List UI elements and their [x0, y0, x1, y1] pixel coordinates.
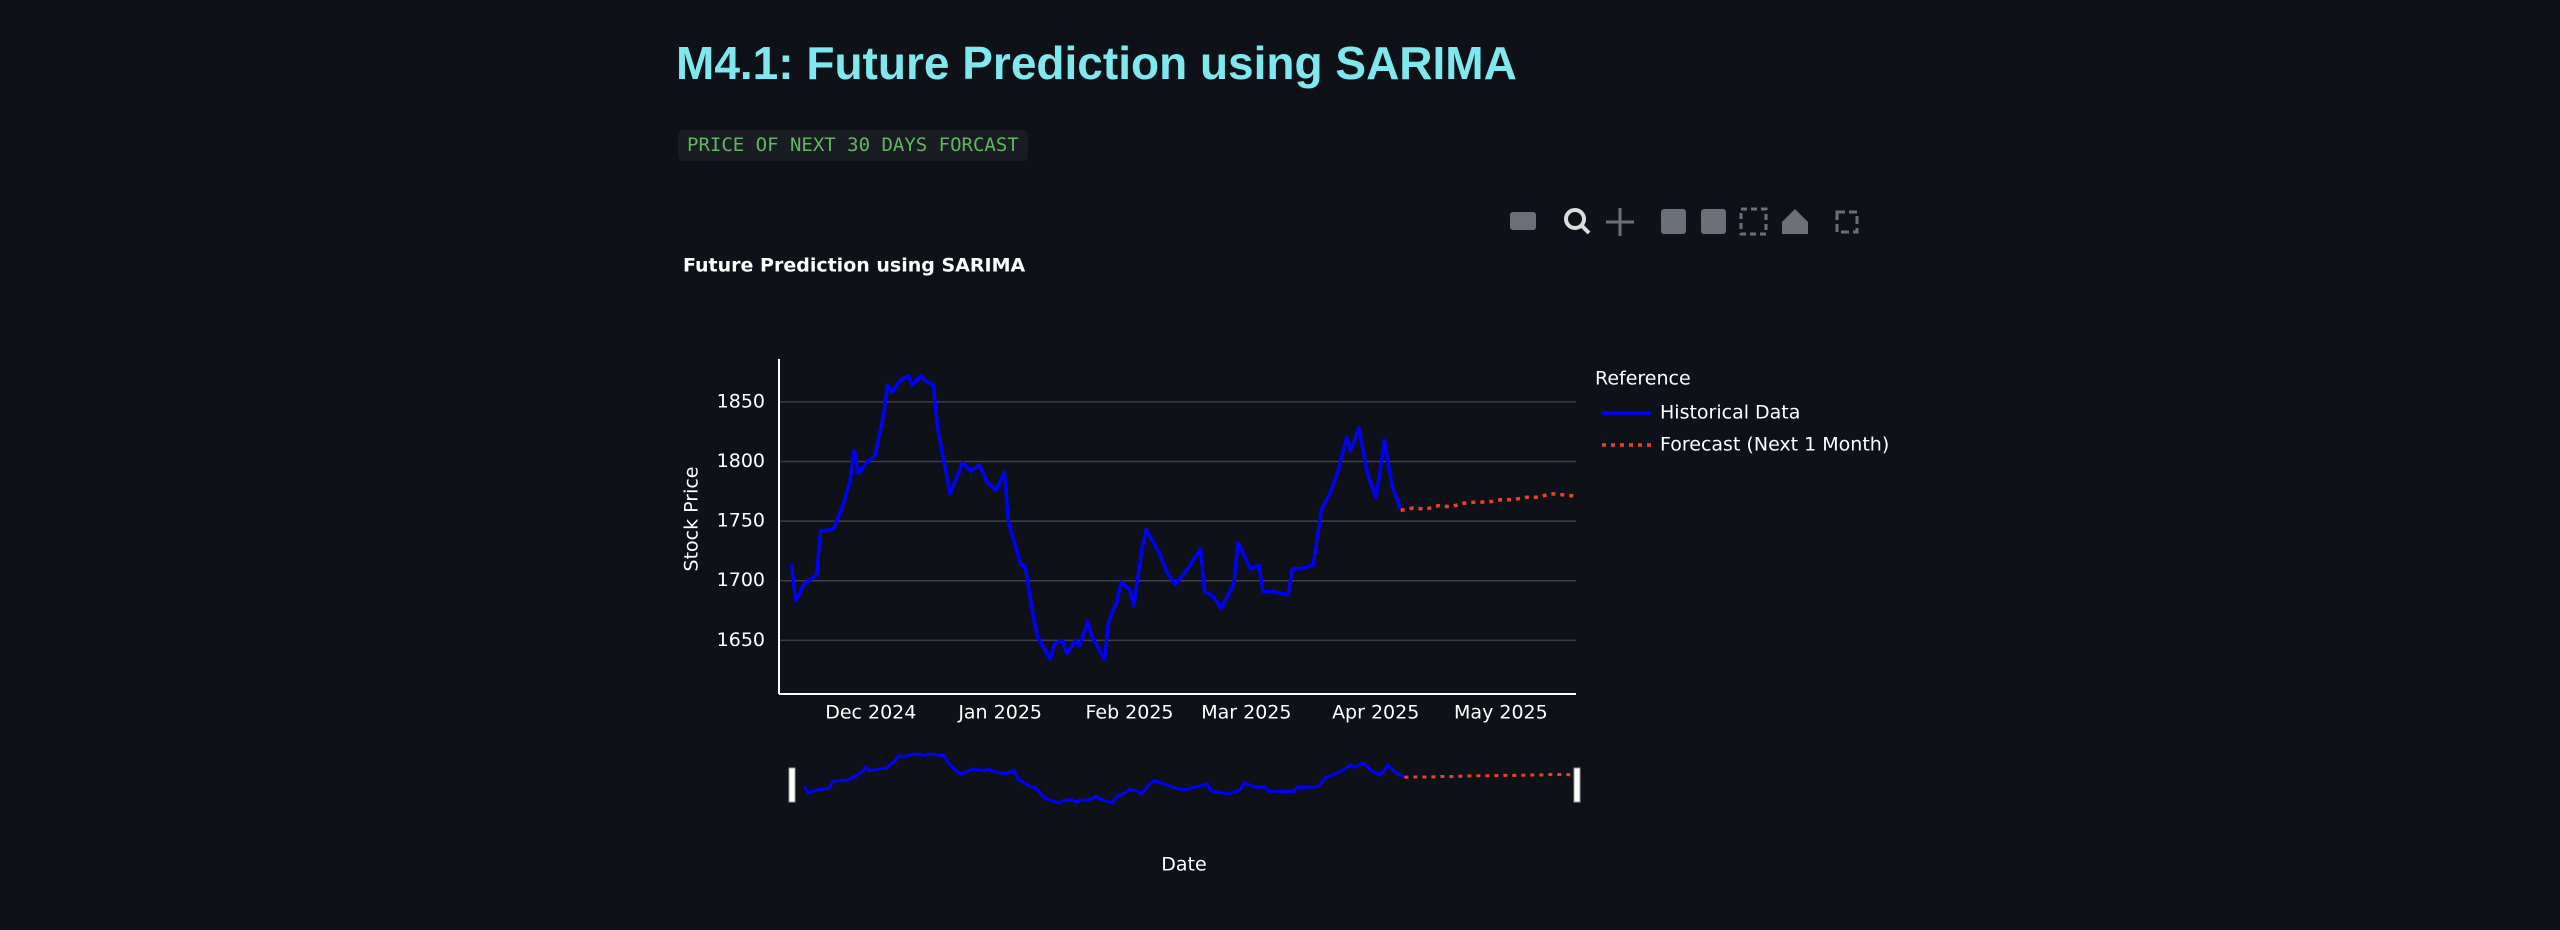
- legend-label: Historical Data: [1660, 402, 1800, 424]
- y-tick-label: 1700: [717, 569, 765, 591]
- legend-label: Forecast (Next 1 Month): [1660, 434, 1889, 456]
- zoom-button[interactable]: [1564, 208, 1586, 230]
- y-tick-label: 1750: [717, 510, 765, 532]
- rangeslider-handle[interactable]: [1573, 767, 1581, 803]
- x-tick-label: Feb 2025: [1085, 702, 1173, 724]
- toolbar: [1510, 207, 1859, 236]
- pan-button[interactable]: [1606, 208, 1634, 236]
- x-tick-label: May 2025: [1454, 702, 1548, 724]
- y-tick-label: 1850: [717, 390, 765, 412]
- fullscreen-button[interactable]: [1835, 210, 1859, 234]
- y-tick-label: 1800: [717, 450, 765, 472]
- y-tick-label: 1650: [717, 629, 765, 651]
- x-tick-label: Apr 2025: [1332, 702, 1419, 724]
- series-line: [789, 373, 1403, 662]
- series-line: [1400, 491, 1577, 513]
- y-axis-label: Stock Price: [681, 467, 703, 572]
- rangeslider-handle[interactable]: [788, 767, 796, 803]
- zoom-handle: [1580, 224, 1591, 235]
- rangeslider-line: [1404, 772, 1578, 779]
- chart-title: Future Prediction using SARIMA: [683, 255, 1025, 277]
- legend-title: Reference: [1595, 368, 1691, 390]
- autoscale-button[interactable]: [1739, 207, 1768, 236]
- zoom-out-button[interactable]: [1701, 209, 1726, 234]
- page-title: M4.1: Future Prediction using SARIMA: [676, 37, 1517, 89]
- x-tick-label: Dec 2024: [825, 702, 916, 724]
- rangeslider-line: [803, 752, 1406, 805]
- reset-button[interactable]: [1782, 209, 1808, 234]
- x-tick-label: Jan 2025: [957, 702, 1042, 724]
- code-badge: PRICE OF NEXT 30 DAYS FORCAST: [678, 130, 1028, 161]
- zoom-in-button[interactable]: [1661, 209, 1686, 234]
- camera-button[interactable]: [1510, 212, 1536, 230]
- x-axis-label: Date: [1161, 854, 1206, 876]
- x-tick-label: Mar 2025: [1201, 702, 1291, 724]
